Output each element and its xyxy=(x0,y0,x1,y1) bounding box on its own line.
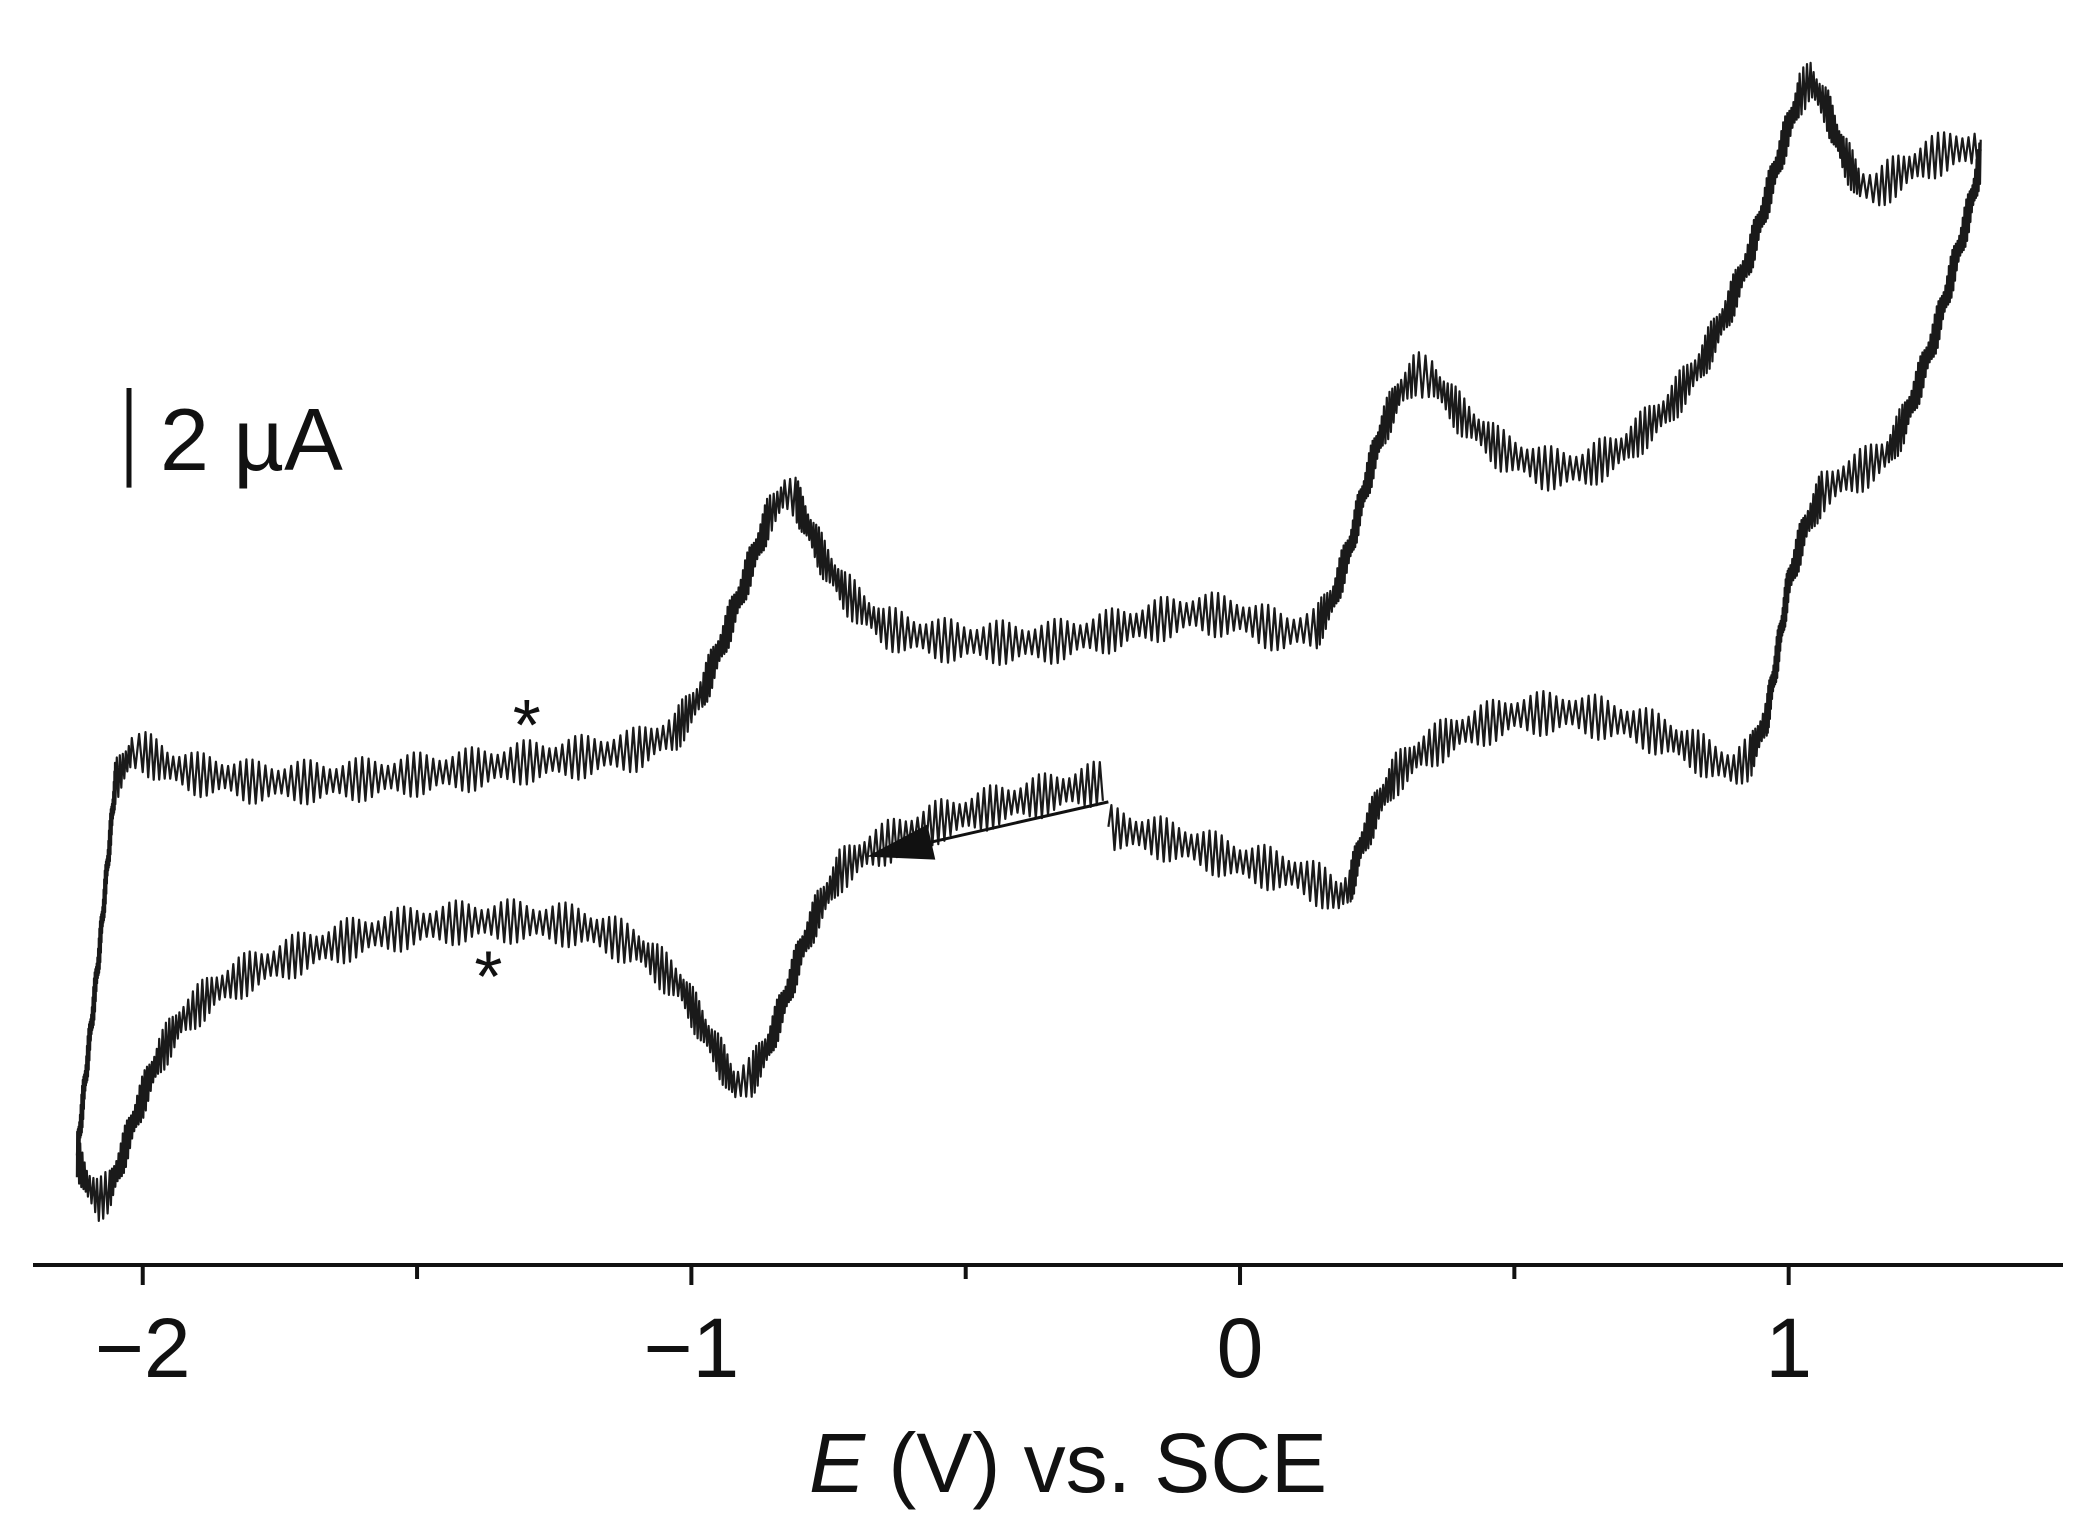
asterisk-annotation: * xyxy=(474,938,502,1018)
x-axis: −2 −1 0 1 xyxy=(33,1263,2063,1395)
x-tick-label: −1 xyxy=(643,1301,739,1395)
series-line-1 xyxy=(75,760,1104,1223)
x-tick-label: 0 xyxy=(1217,1301,1264,1395)
series-line-2 xyxy=(75,61,1982,1178)
x-tick-label: −2 xyxy=(95,1301,191,1395)
asterisk-annotation: * xyxy=(513,686,541,766)
scale-bar-label: 2 µA xyxy=(160,390,343,489)
scan-direction-arrow xyxy=(930,800,1109,844)
scan-direction-arrowhead xyxy=(866,824,936,860)
x-tick-label: 1 xyxy=(1765,1301,1812,1395)
series-line-3 xyxy=(1107,139,1982,910)
x-axis-title-text: (V) vs. SCE xyxy=(865,1416,1327,1510)
x-axis-title: E (V) vs. SCE xyxy=(809,1416,1327,1510)
x-axis-title-symbol: E xyxy=(809,1416,866,1510)
scale-bar: 2 µA xyxy=(126,388,343,489)
series-group xyxy=(75,61,1982,1223)
annotations: ** xyxy=(474,686,1109,1018)
